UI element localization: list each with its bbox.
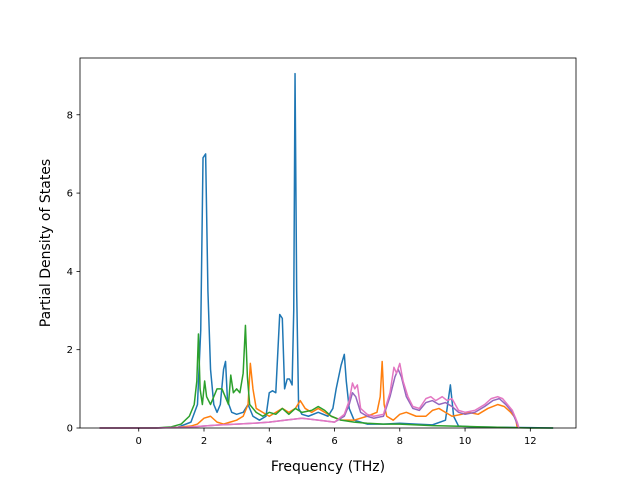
x-ticks: 0 2 4 6 8 10 12 [136, 428, 537, 447]
x-tick-label: 8 [397, 436, 403, 447]
y-ticks: 0 2 4 6 8 [67, 110, 80, 435]
series-line-5 [99, 362, 520, 429]
x-tick-label: 6 [331, 436, 337, 447]
y-tick-label: 0 [67, 424, 73, 435]
series-layer [99, 72, 554, 429]
x-tick-label: 10 [459, 436, 472, 447]
series-line-1 [99, 72, 554, 429]
y-tick-label: 6 [67, 189, 73, 200]
y-tick-label: 2 [67, 345, 73, 356]
series-line-3 [99, 324, 554, 429]
x-tick-label: 0 [136, 436, 142, 447]
axes-frame [79, 57, 577, 429]
y-tick-label: 4 [67, 267, 73, 278]
y-tick-label: 8 [67, 110, 73, 121]
x-tick-label: 2 [201, 436, 207, 447]
plot-area [80, 58, 576, 428]
x-tick-label: 4 [266, 436, 272, 447]
x-tick-label: 12 [524, 436, 537, 447]
x-axis-label: Frequency (THz) [271, 459, 385, 475]
y-axis-label: Partial Density of States [38, 159, 54, 327]
